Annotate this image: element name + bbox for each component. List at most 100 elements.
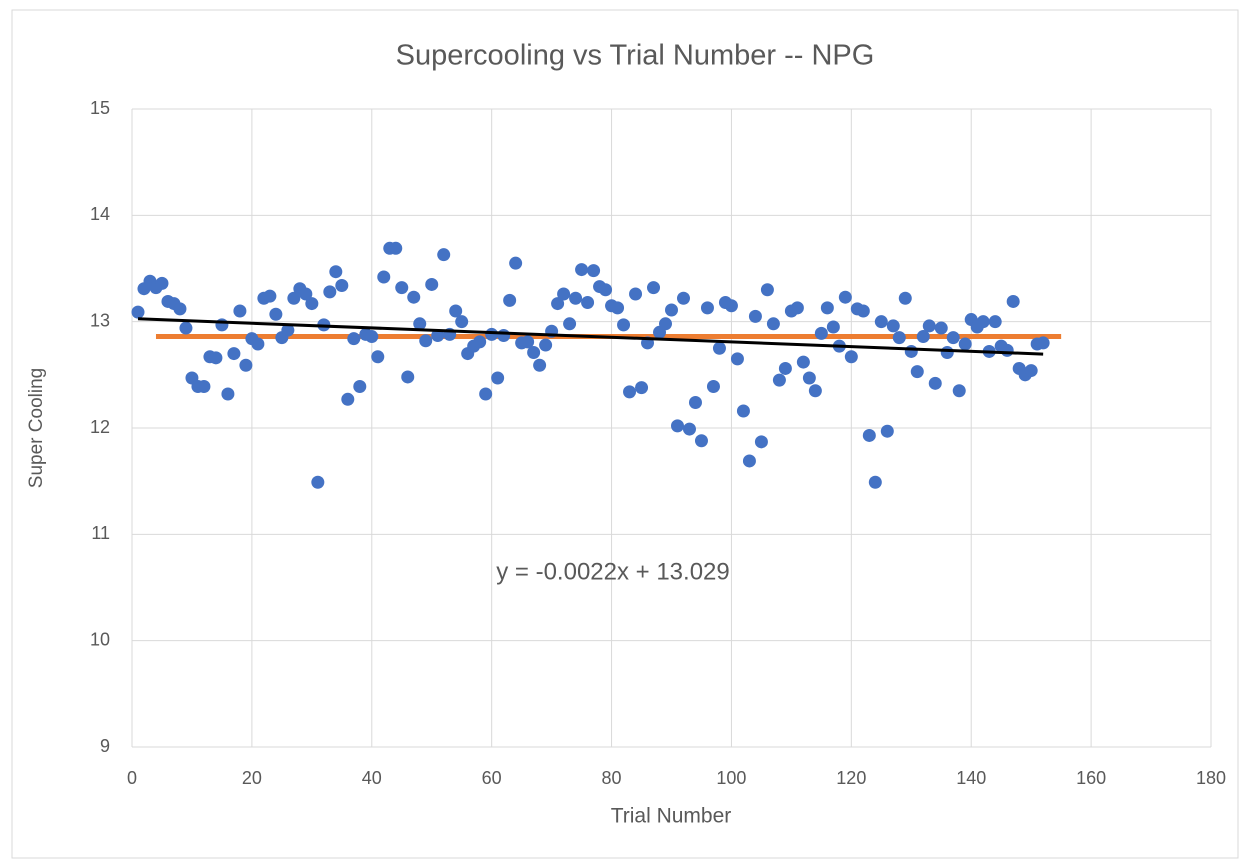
point [353,380,367,394]
point [569,291,583,305]
point [173,302,187,316]
point [425,277,439,291]
point [215,318,229,332]
point [670,419,684,433]
point [700,301,714,315]
x-tick-label: 0 [127,768,137,788]
point [760,283,774,297]
point [563,317,577,331]
point [311,475,325,489]
point [766,317,780,331]
point [940,346,954,360]
point [209,351,223,365]
point [251,337,265,351]
point [838,290,852,304]
point [599,283,613,297]
y-tick-label: 11 [91,523,110,543]
point [407,290,421,304]
point [880,424,894,438]
point [688,395,702,409]
point [395,281,409,295]
y-tick-label: 15 [90,98,110,118]
point [485,327,499,341]
point [611,301,625,315]
point [521,335,535,349]
point [449,304,463,318]
point [479,387,493,401]
point [659,317,673,331]
point [587,264,601,278]
point [665,303,678,317]
point [820,301,834,315]
point [922,319,936,333]
point [497,328,511,342]
point [239,358,253,372]
point [377,270,391,284]
point [455,315,469,329]
point [790,301,804,315]
point [844,350,858,364]
point [365,330,379,344]
x-tick-label: 120 [836,768,866,788]
point [347,332,361,346]
point [898,291,912,305]
point [796,355,810,369]
point [371,350,385,364]
point [389,241,403,255]
point [413,317,427,331]
point [748,309,762,323]
point [473,335,487,349]
point [1000,343,1014,357]
point [635,381,649,395]
x-tick-label: 80 [602,768,622,788]
point [868,475,882,489]
point [533,358,547,372]
point [694,434,708,448]
point [647,281,661,295]
annotation: y = -0.0022x + 13.029 [496,558,730,585]
point [742,454,756,468]
point [916,330,930,344]
point [197,380,211,394]
x-tick-label: 160 [1076,768,1106,788]
point [491,371,505,385]
point [862,428,876,442]
y-tick-label: 9 [100,736,110,756]
point [724,299,738,313]
point [335,279,349,293]
point [976,315,990,329]
x-tick-label: 40 [362,768,382,788]
point [419,334,433,348]
point [305,297,319,311]
point [431,328,445,342]
point [772,373,786,387]
point [503,293,517,307]
y-tick-label: 12 [90,417,110,437]
point [263,289,277,303]
point [682,422,696,436]
point [952,384,966,398]
point [814,326,828,340]
point [928,376,942,390]
point [401,370,415,384]
x-tick-label: 20 [242,768,262,788]
point [754,435,768,449]
point [1006,294,1020,308]
point [269,307,283,321]
point [1024,364,1038,378]
y-tick-label: 10 [90,629,110,649]
point [527,346,541,360]
point [676,291,690,305]
point [557,287,571,301]
point [988,315,1002,329]
x-tick-label: 140 [956,768,986,788]
point [910,365,924,379]
point [1036,336,1050,350]
point [856,304,870,318]
point [281,323,295,337]
point [623,385,637,399]
point [736,404,750,418]
point [437,248,451,262]
